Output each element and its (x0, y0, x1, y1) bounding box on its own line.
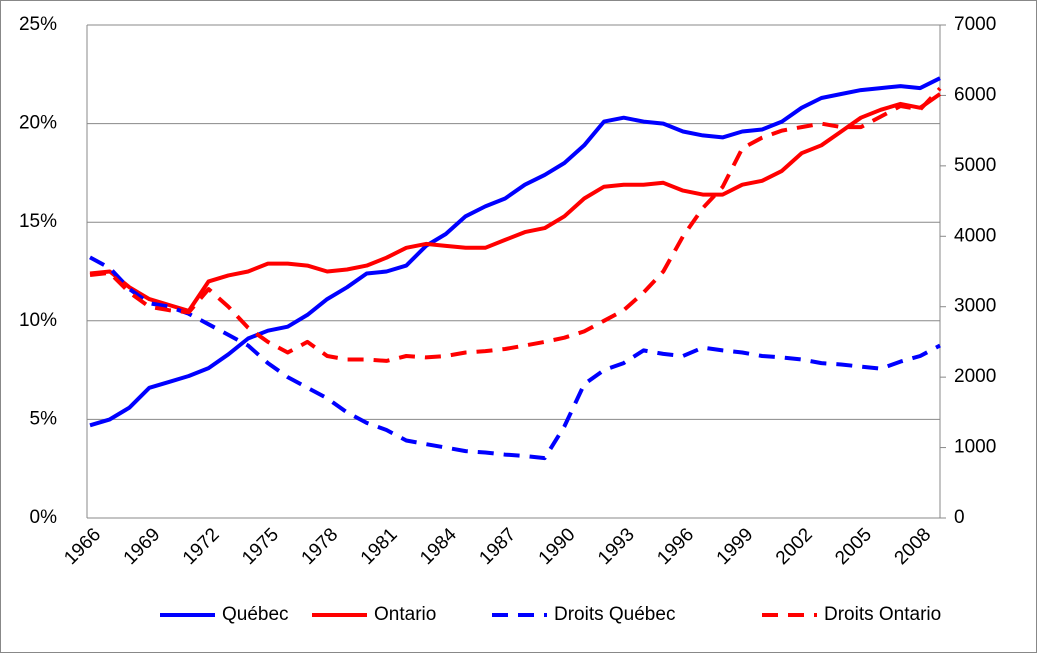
y-tick-label: 20% (19, 113, 57, 134)
y2-tick-label: 4000 (954, 225, 996, 246)
legend-label: Droits Québec (554, 604, 675, 625)
series-line (89, 255, 941, 461)
y2-tick-label: 1000 (954, 437, 996, 458)
y2-tick-label: 2000 (954, 366, 996, 387)
series-line (89, 92, 942, 313)
y-tick-label: 5% (30, 408, 58, 429)
series-line (89, 87, 942, 363)
y-tick-label: 0% (30, 507, 58, 528)
legend-label: Droits Ontario (824, 604, 941, 625)
legend-label: Québec (222, 604, 289, 625)
y2-tick-label: 5000 (954, 155, 996, 176)
series-line (89, 76, 941, 428)
y-tick-label: 25% (19, 14, 57, 35)
legend-label: Ontario (374, 604, 436, 625)
y2-tick-label: 6000 (954, 84, 996, 105)
y-tick-label: 10% (19, 310, 57, 331)
y2-tick-label: 3000 (954, 296, 996, 317)
y2-tick-label: 0 (954, 507, 965, 528)
y-tick-label: 15% (19, 211, 57, 232)
y2-tick-label: 7000 (954, 14, 996, 35)
